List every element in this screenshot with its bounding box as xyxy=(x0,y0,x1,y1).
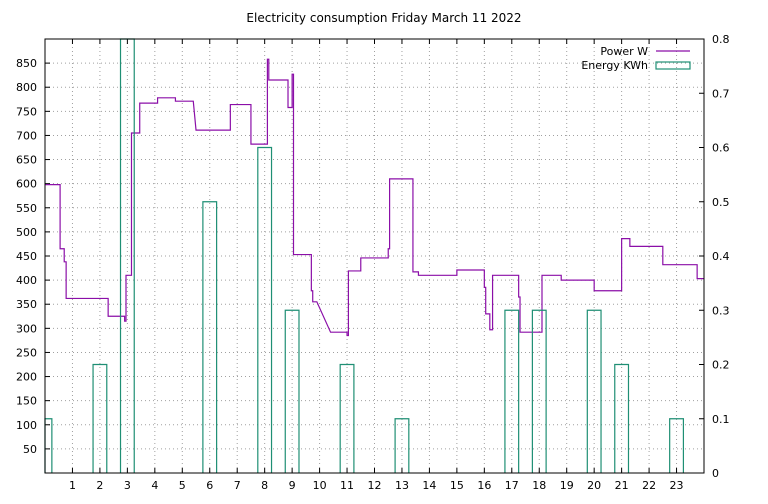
energy-bar xyxy=(284,309,300,473)
energy-bar xyxy=(586,309,602,473)
x-tick-label: 10 xyxy=(313,479,327,492)
x-tick-label: 2 xyxy=(96,479,103,492)
x-tick-label: 15 xyxy=(450,479,464,492)
energy-bar xyxy=(504,309,520,473)
y-left-tick-label: 550 xyxy=(16,202,37,215)
y-right-tick-label: 0 xyxy=(712,467,719,480)
legend-swatch xyxy=(655,61,691,70)
energy-bar xyxy=(394,418,410,473)
x-tick-label: 4 xyxy=(151,479,158,492)
y-left-tick-label: 150 xyxy=(16,395,37,408)
energy-bar xyxy=(669,418,685,473)
energy-bar xyxy=(92,363,108,473)
plot-frame xyxy=(44,38,705,474)
y-right-tick-label: 0.4 xyxy=(712,250,730,263)
y-left-tick-label: 200 xyxy=(16,371,37,384)
y-right-tick-label: 0.1 xyxy=(712,413,730,426)
energy-bar xyxy=(257,146,273,473)
legend-label: Energy KWh xyxy=(581,59,648,72)
chart-title: Electricity consumption Friday March 11 … xyxy=(246,11,522,25)
x-tick-label: 12 xyxy=(368,479,382,492)
x-tick-label: 22 xyxy=(642,479,656,492)
x-tick-label: 14 xyxy=(422,479,436,492)
x-tick-label: 23 xyxy=(670,479,684,492)
y-left-tick-label: 300 xyxy=(16,322,37,335)
y-left-tick-label: 100 xyxy=(16,419,37,432)
x-tick-label: 13 xyxy=(395,479,409,492)
y-left-tick-label: 350 xyxy=(16,298,37,311)
y-right-tick-label: 0.3 xyxy=(712,304,730,317)
y-right-tick-label: 0.5 xyxy=(712,196,730,209)
y-left-tick-label: 50 xyxy=(23,443,37,456)
x-tick-label: 11 xyxy=(340,479,354,492)
x-tick-label: 16 xyxy=(477,479,491,492)
y-right-tick-label: 0.7 xyxy=(712,87,730,100)
x-tick-label: 3 xyxy=(124,479,131,492)
x-tick-label: 17 xyxy=(505,479,519,492)
x-tick-label: 1 xyxy=(69,479,76,492)
y-left-tick-label: 250 xyxy=(16,346,37,359)
y-left-tick-label: 800 xyxy=(16,81,37,94)
energy-bar xyxy=(339,363,355,473)
y-left-tick-label: 450 xyxy=(16,250,37,263)
y-left-tick-label: 500 xyxy=(16,226,37,239)
x-tick-label: 20 xyxy=(587,479,601,492)
x-tick-label: 18 xyxy=(532,479,546,492)
y-left-tick-label: 700 xyxy=(16,129,37,142)
y-left-tick-label: 850 xyxy=(16,57,37,70)
y-left-tick-label: 400 xyxy=(16,274,37,287)
x-tick-label: 7 xyxy=(234,479,241,492)
legend-label: Power W xyxy=(600,45,648,58)
x-tick-label: 21 xyxy=(615,479,629,492)
y-left-tick-label: 600 xyxy=(16,178,37,191)
y-right-tick-label: 0.2 xyxy=(712,359,730,372)
power-line xyxy=(45,58,704,337)
x-tick-label: 5 xyxy=(179,479,186,492)
x-tick-label: 8 xyxy=(261,479,268,492)
energy-bar xyxy=(202,201,218,473)
y-left-tick-label: 750 xyxy=(16,105,37,118)
x-tick-label: 6 xyxy=(206,479,213,492)
y-left-tick-label: 650 xyxy=(16,154,37,167)
x-tick-label: 19 xyxy=(560,479,574,492)
y-right-tick-label: 0.8 xyxy=(712,33,730,46)
energy-bar xyxy=(531,309,547,473)
y-right-tick-label: 0.6 xyxy=(712,142,730,155)
energy-bar xyxy=(614,363,630,473)
energy-bar xyxy=(44,418,53,473)
x-tick-label: 9 xyxy=(289,479,296,492)
